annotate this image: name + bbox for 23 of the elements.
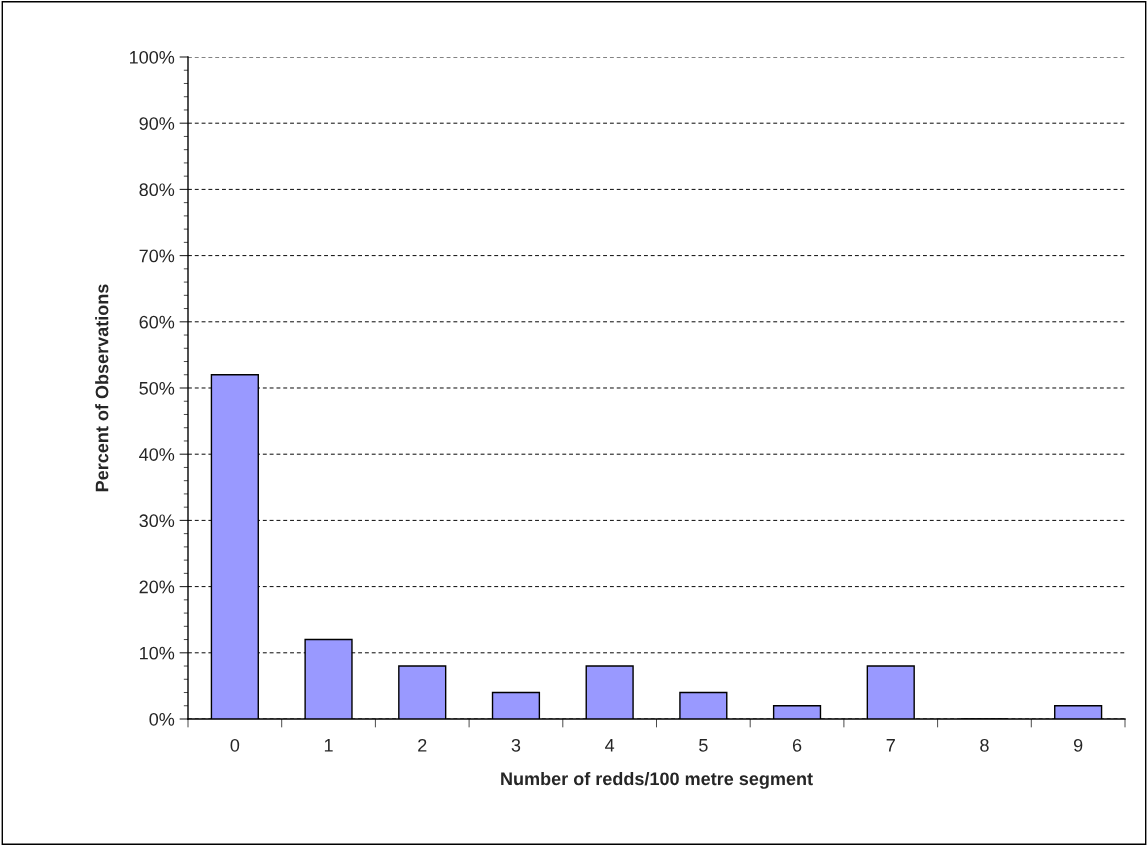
y-tick-label: 20% [139, 580, 175, 594]
x-tick-label: 1 [324, 739, 333, 752]
y-tick-label: 50% [139, 381, 175, 395]
y-tick-label: 60% [139, 315, 175, 329]
y-tick-label: 0% [149, 712, 175, 726]
y-axis-title: Percent of Observations [95, 284, 109, 492]
y-tick-label: 80% [139, 183, 175, 197]
y-tick-label: 100% [130, 50, 175, 64]
x-tick-label: 8 [980, 738, 989, 752]
x-tick-label: 9 [1073, 738, 1083, 752]
y-tick-label: 10% [140, 646, 175, 660]
x-tick-label: 5 [699, 739, 708, 752]
y-tick-label: 70% [139, 249, 175, 263]
y-tick-label: 40% [139, 448, 175, 461]
x-tick-label: 0 [230, 738, 240, 752]
y-tick-label: 30% [139, 514, 175, 528]
x-tick-label: 6 [792, 738, 802, 752]
x-axis-title: Number of redds/100 metre segment [501, 771, 813, 789]
x-tick-label: 7 [886, 739, 895, 752]
x-tick-label: 3 [511, 738, 521, 752]
x-tick-label: 2 [418, 738, 427, 752]
y-tick-label: 90% [139, 117, 175, 130]
x-tick-label: 4 [605, 739, 615, 752]
